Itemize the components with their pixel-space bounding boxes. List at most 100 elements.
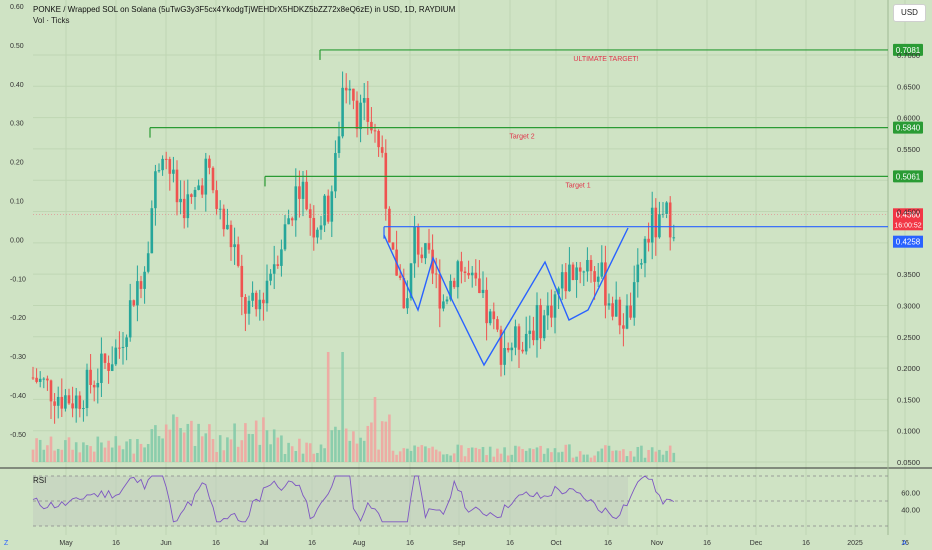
candle-body-122 [470, 272, 474, 276]
candle-body-141 [539, 305, 542, 339]
x-tick-14: Dec [750, 540, 763, 547]
candle-body-7 [56, 396, 60, 406]
candle-body-49 [208, 158, 211, 168]
volume-bar-100 [391, 450, 395, 462]
candle-body-24 [118, 347, 121, 349]
volume-bar-51 [215, 451, 218, 462]
candle-body-148 [564, 272, 568, 292]
volume-bar-120 [463, 456, 467, 462]
candle-body-79 [316, 229, 319, 238]
candle-body-20 [103, 353, 107, 363]
volume-bar-109 [424, 446, 427, 462]
candle-body-168 [636, 264, 640, 283]
volume-bar-52 [218, 435, 222, 462]
target-levels: ULTIMATE TARGET! 0.7081 Target 2 0.5840 Targ… [33, 43, 923, 231]
volume-bar-7 [56, 448, 60, 462]
volume-bar-130 [499, 453, 503, 462]
volume-bar-141 [539, 445, 542, 462]
candle-body-128 [492, 311, 496, 320]
candle-body-40 [175, 169, 179, 203]
volume-bar-106 [413, 445, 416, 462]
candle-body-174 [658, 214, 661, 238]
candle-body-124 [478, 278, 481, 294]
volume-bar-169 [640, 445, 643, 462]
candle-body-105 [409, 263, 413, 299]
candle-body-13 [78, 395, 82, 409]
x-tick-9: 16 [506, 540, 514, 547]
chart-title: PONKE / Wrapped SOL on Solana (5uTwG3y3F… [33, 5, 456, 14]
volume-bar-138 [528, 448, 532, 462]
volume-bar-170 [643, 457, 647, 462]
rsi-tick-60: 60.00 [901, 489, 920, 498]
candle-body-6 [53, 401, 56, 406]
target-label-2: Target 1 [565, 182, 590, 189]
candle-body-176 [665, 202, 668, 214]
candle-body-161 [611, 303, 614, 317]
volume-bar-73 [294, 450, 298, 462]
candle-body-97 [380, 147, 384, 153]
candle-body-29 [136, 281, 139, 306]
volume-bar-103 [402, 448, 406, 462]
volume-bar-13 [78, 452, 82, 462]
volume-bar-74 [298, 438, 301, 462]
target-label-1: Target 2 [509, 134, 534, 141]
left-tick-0: 0.60 [10, 4, 24, 11]
left-tick-10: -0.40 [10, 393, 26, 400]
volume-bar-8 [60, 449, 64, 462]
candle-body-37 [164, 158, 168, 160]
x-tick-8: Sep [453, 540, 466, 547]
volume-bar-171 [647, 449, 650, 462]
currency-button[interactable]: USD [893, 4, 926, 22]
candle-body-12 [74, 395, 78, 409]
volume-bar-36 [161, 438, 164, 462]
volume-bar-98 [384, 421, 388, 462]
volume-bar-23 [114, 436, 118, 462]
candle-body-139 [532, 330, 535, 341]
candle-body-48 [204, 158, 208, 195]
volume-bar-174 [658, 449, 661, 462]
volume-bar-4 [46, 445, 49, 462]
volume-bar-47 [200, 436, 204, 462]
volume-bar-64 [262, 417, 265, 462]
candle-body-137 [524, 333, 528, 352]
x-tick-11: 16 [604, 540, 612, 547]
last-price-countdown: 16:00:52 [894, 222, 921, 229]
volume-bar-39 [172, 414, 175, 462]
volume-bar-135 [517, 446, 521, 462]
candle-body-85 [337, 136, 341, 154]
volume-bar-33 [150, 429, 154, 462]
candle-body-109 [424, 243, 427, 259]
volume-bar-84 [334, 426, 337, 462]
candle-body-66 [269, 273, 272, 281]
right-tick-3: 0.5500 [897, 145, 920, 154]
grid-lines [0, 0, 932, 535]
target-tag-2: 0.5061 [896, 172, 921, 181]
candle-body-146 [557, 288, 560, 295]
candle-body-87 [344, 87, 348, 91]
volume-bar-17 [92, 451, 96, 462]
volume-bar-45 [193, 445, 197, 462]
candle-body-171 [647, 238, 650, 243]
volume-bar-21 [107, 440, 110, 462]
time-axis: May 16 Jun 16 Jul 16 Aug 16 Sep 16 Oct 16 Nov 16 Dec 16… [4, 540, 909, 547]
volume-bar-29 [136, 439, 139, 462]
volume-bar-156 [593, 455, 596, 462]
volume-bar-124 [478, 449, 481, 462]
candle-body-133 [510, 347, 514, 351]
volume-bar-153 [582, 454, 586, 462]
volume-bar-83 [330, 430, 334, 462]
candle-body-143 [546, 305, 550, 316]
candle-body-150 [571, 264, 575, 281]
candle-body-64 [262, 299, 265, 304]
volume-bar-49 [208, 424, 211, 462]
volume-bar-34 [154, 425, 157, 462]
candle-body-59 [244, 297, 247, 314]
candle-body-44 [190, 194, 193, 197]
right-tick-10: 0.1000 [897, 427, 920, 436]
candle-body-115 [445, 299, 449, 302]
candle-body-14 [82, 408, 85, 410]
candle-body-71 [287, 218, 290, 225]
volume-bar-154 [586, 454, 589, 462]
volume-bar-54 [226, 437, 229, 462]
volume-bar-78 [312, 453, 316, 462]
